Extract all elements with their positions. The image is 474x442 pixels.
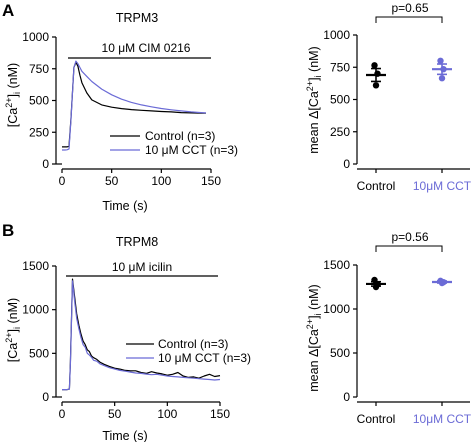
y-tick-label: 750 [330, 60, 350, 74]
xlabel-trpm3: Time (s) [102, 199, 147, 213]
y-tick-label: 500 [330, 93, 350, 107]
y-tick-label: 1500 [323, 258, 350, 272]
x-tick-label: 100 [157, 407, 177, 421]
x-category-label: 10μM CCT [413, 412, 472, 426]
data-point [372, 283, 380, 291]
data-point [372, 82, 380, 89]
trpm3-mean-plot: 0 250 500 750 1000 Control 10μM CCT [323, 16, 472, 193]
significance-bracket [375, 245, 443, 252]
legend-trpm3: Control (n=3) 10 μM CCT (n=3) [110, 129, 238, 157]
data-point [438, 75, 446, 82]
y-tick-label: 0 [42, 390, 49, 404]
x-tick-label: 50 [108, 407, 122, 421]
y-tick-label: 1000 [323, 28, 350, 42]
x-tick-label: 0 [59, 407, 66, 421]
series-line-cct [62, 280, 221, 391]
stimulus-label-trpm3: 10 μM CIM 0216 [102, 41, 191, 55]
trpm8-mean-plot: 0 500 1000 1500 Control 10μM CCT [323, 245, 472, 426]
significance-label-trpm8: p=0.56 [391, 230, 428, 244]
ylabel-trpm8: [Ca2+]i (nM) [4, 298, 22, 362]
panel-label-b: B [2, 221, 14, 240]
panel-label-a: A [2, 1, 14, 20]
y-tick-label: 1000 [22, 303, 49, 317]
x-tick-label: 150 [210, 407, 230, 421]
y-tick-label: 0 [343, 390, 350, 404]
y-tick-label: 750 [29, 62, 49, 76]
stimulus-label-trpm8: 10 μM icilin [112, 260, 172, 274]
y-tick-label: 500 [330, 346, 350, 360]
y-tick-label: 1500 [22, 259, 49, 273]
y-tick-label: 500 [29, 94, 49, 108]
x-category-label: Control [357, 179, 396, 193]
significance-label-trpm3: p=0.65 [391, 1, 428, 15]
x-tick-label: 100 [151, 174, 171, 188]
series-line-cct [62, 60, 207, 151]
x-tick-label: 0 [59, 174, 66, 188]
trpm8-time-course-plot: 0 500 1000 1500 0 50 100 150 [22, 259, 230, 421]
legend-entry-cct-trpm8: 10 μM CCT (n=3) [158, 351, 251, 365]
trpm3-time-course-plot: 0 250 500 750 1000 0 50 100 150 [22, 30, 221, 188]
ylabel-trpm3: [Ca2+]i (nM) [4, 63, 22, 127]
y-tick-label: 250 [29, 125, 49, 139]
data-point [374, 70, 381, 77]
y-tick-label: 500 [29, 346, 49, 360]
legend-trpm8: Control (n=3) 10 μM CCT (n=3) [126, 337, 251, 365]
data-point [371, 62, 378, 69]
y-tick-label: 0 [42, 157, 49, 171]
y-tick-label: 250 [330, 125, 350, 139]
legend-entry-cct-trpm3: 10 μM CCT (n=3) [145, 143, 238, 157]
trpm3-title: TRPM3 [116, 11, 158, 25]
x-category-label: Control [357, 412, 396, 426]
trpm8-title: TRPM8 [116, 235, 158, 249]
x-category-label: 10μM CCT [413, 179, 472, 193]
ylabel-mean-trpm3: mean Δ[Ca2+]i (nM) [305, 46, 323, 153]
significance-bracket [375, 16, 443, 23]
data-point [437, 57, 444, 64]
x-tick-label: 50 [105, 174, 119, 188]
legend-entry-control-trpm8: Control (n=3) [158, 337, 228, 351]
xlabel-trpm8: Time (s) [102, 429, 147, 442]
y-tick-label: 1000 [323, 302, 350, 316]
y-tick-label: 1000 [22, 30, 49, 44]
data-point [440, 65, 447, 73]
legend-entry-control-trpm3: Control (n=3) [145, 129, 215, 143]
data-point [438, 279, 446, 287]
ylabel-mean-trpm8: mean Δ[Ca2+]i (nM) [305, 284, 323, 391]
x-tick-label: 150 [201, 174, 221, 188]
y-tick-label: 0 [343, 157, 350, 171]
